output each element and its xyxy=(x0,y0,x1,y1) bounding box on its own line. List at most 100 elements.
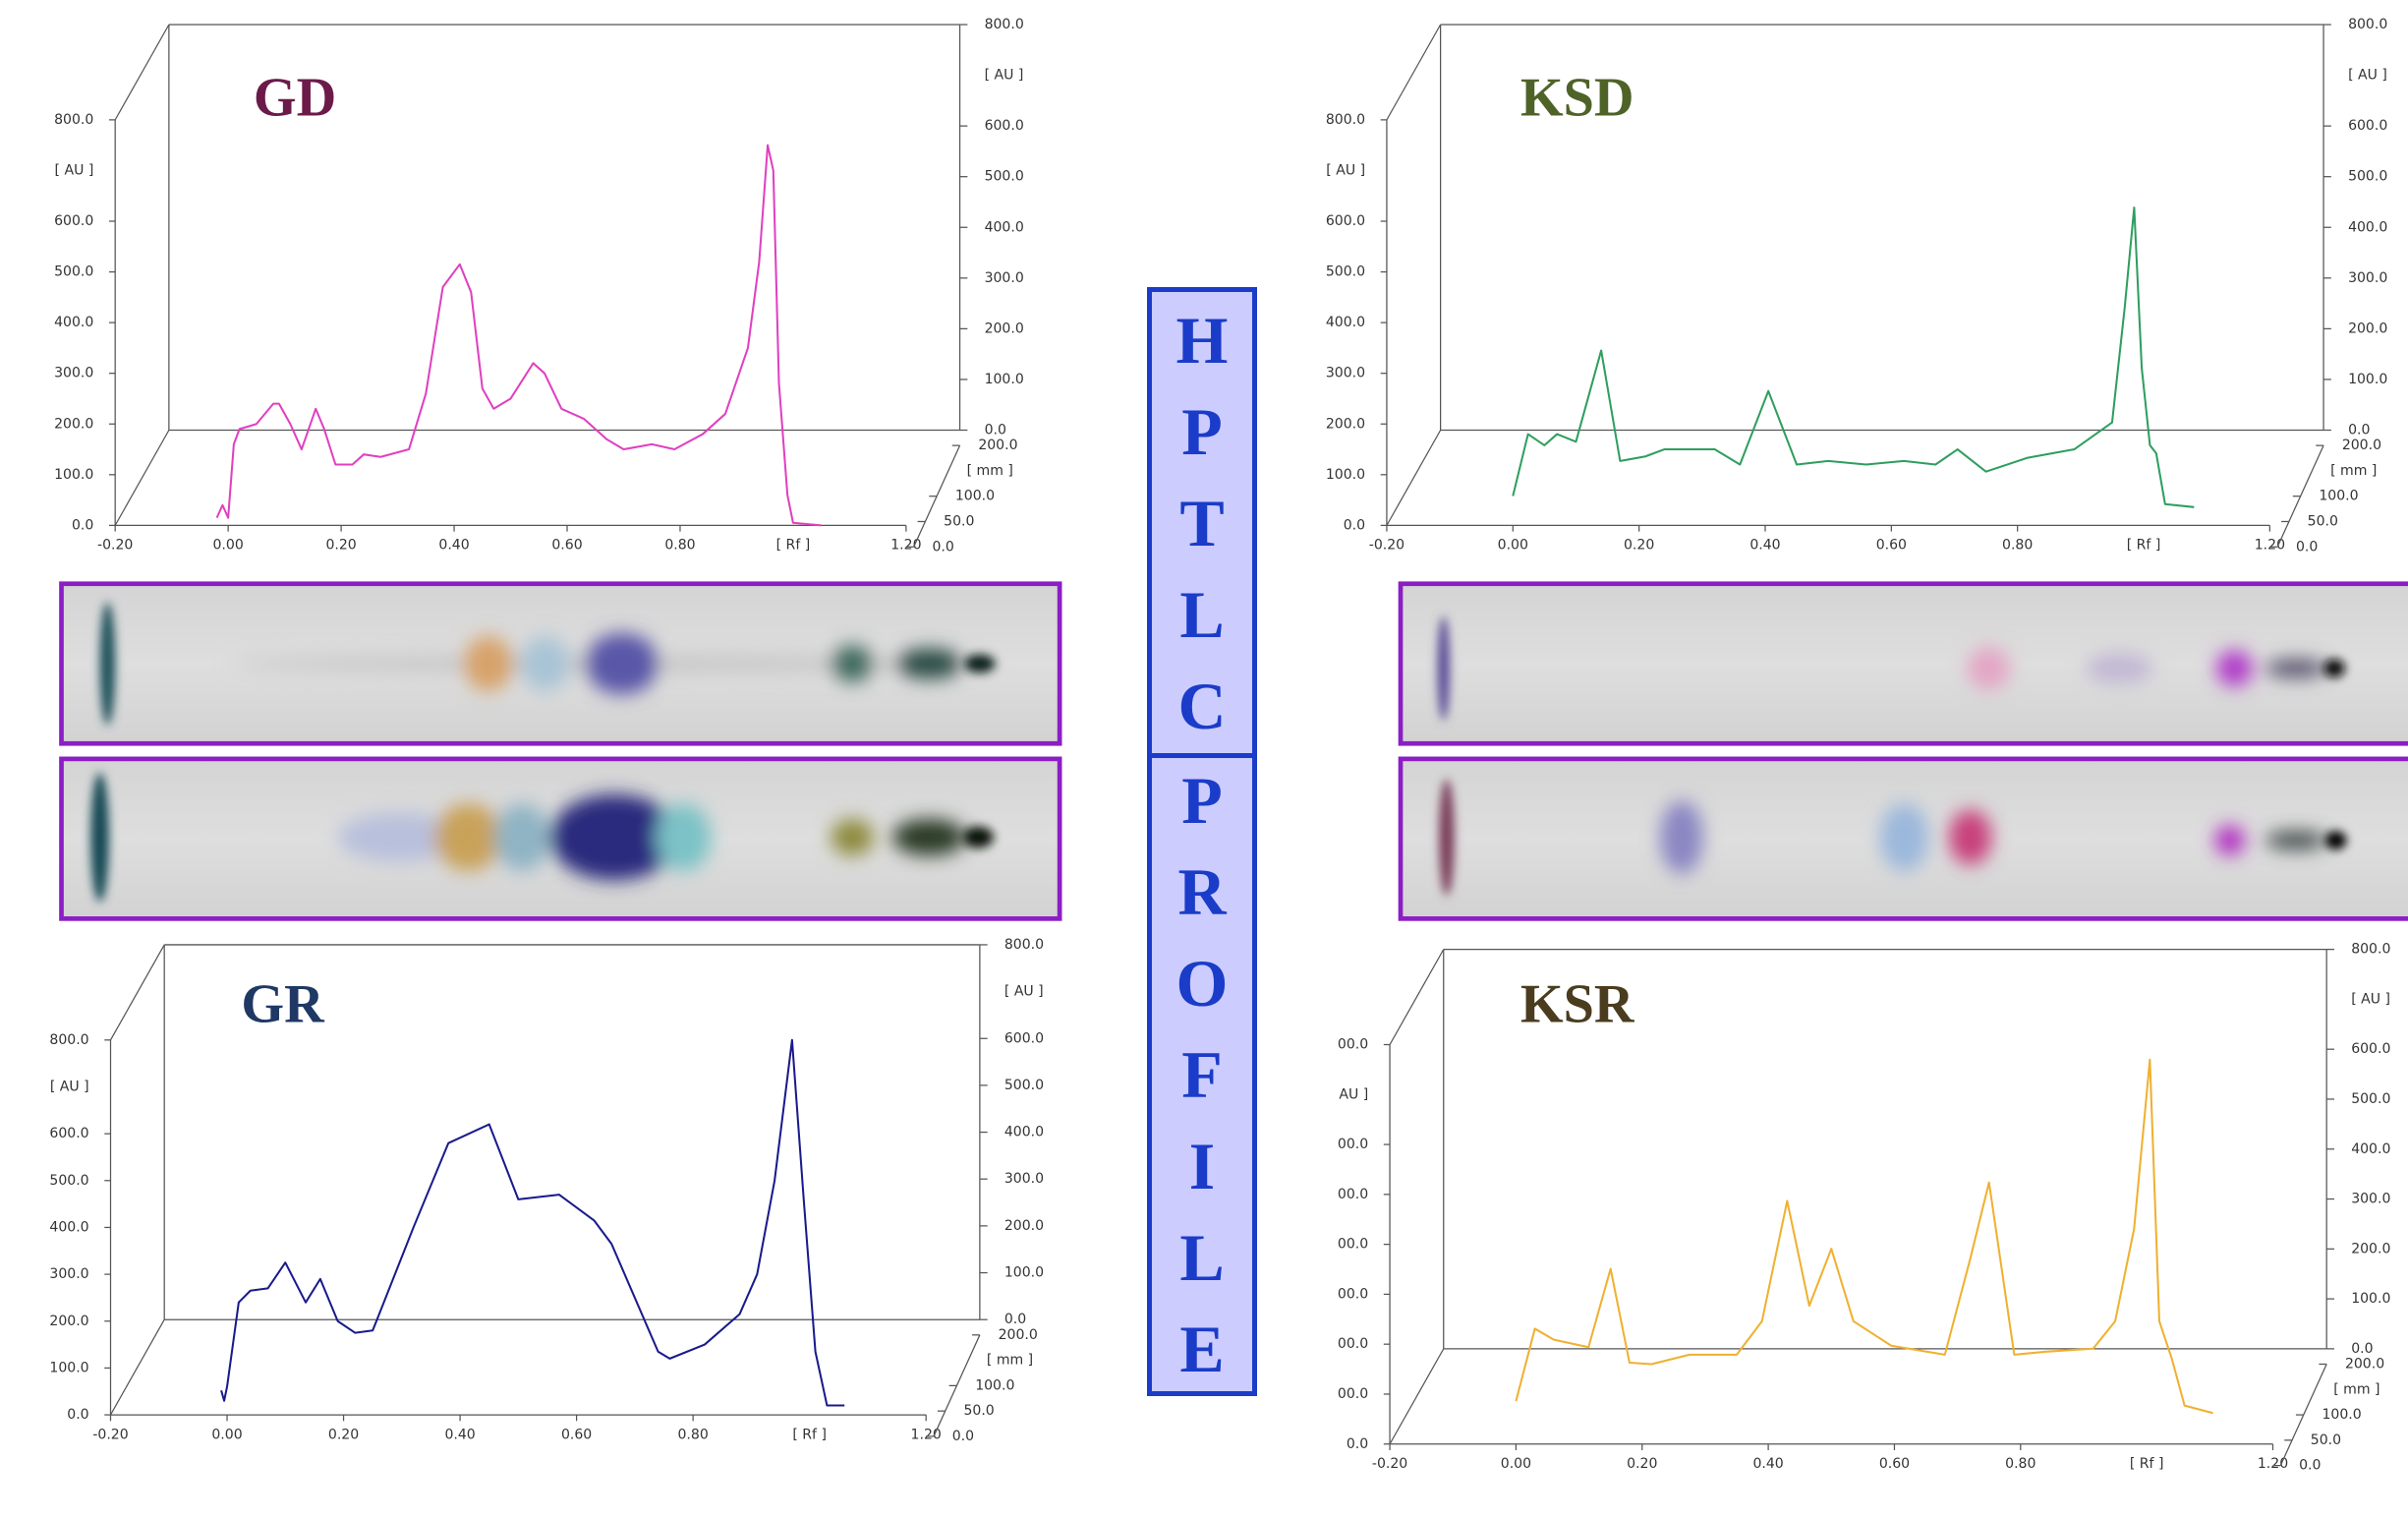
y-tick-label: 0.0 xyxy=(1347,1436,1368,1452)
center-box: PROFILE xyxy=(1147,753,1257,1396)
x-tick-label: -0.20 xyxy=(92,1427,128,1442)
z-tick-label: 50.0 xyxy=(963,1403,994,1419)
x-tick-label: 0.20 xyxy=(1624,538,1654,554)
y-tick-label: 800.0 xyxy=(49,1032,88,1048)
axis-line xyxy=(1386,24,1442,121)
z-tick-label: 100.0 xyxy=(2319,489,2358,504)
y-tick-label: 200.0 xyxy=(54,416,93,432)
y-tick-label: 600.0 xyxy=(1326,213,1365,229)
chart-title: KSD xyxy=(1520,68,1634,129)
y-tick-label: 00.0 xyxy=(1338,1286,1368,1302)
y-tick-label: 500.0 xyxy=(1326,264,1365,280)
x-tick-label: 0.20 xyxy=(1627,1456,1657,1472)
y2-axis-label: [ AU ] xyxy=(1004,984,1044,1000)
y-tick-label: 400.0 xyxy=(54,315,93,330)
y-tick-label: 500.0 xyxy=(54,264,93,280)
y-tick-label: 500.0 xyxy=(49,1173,88,1189)
z-tick-label: 0.0 xyxy=(2299,1458,2321,1474)
y2-tick-label: 100.0 xyxy=(985,372,1024,387)
x-tick-label: 0.40 xyxy=(1752,1456,1783,1472)
axis-line xyxy=(114,24,170,121)
x-tick-label: 0.80 xyxy=(2005,1456,2035,1472)
tlc-plate xyxy=(1398,581,2408,746)
z-axis-label: [ mm ] xyxy=(987,1353,1033,1369)
z-axis-label: [ mm ] xyxy=(2333,1381,2379,1397)
y-tick-label: 600.0 xyxy=(54,213,93,229)
x-tick-label: 0.60 xyxy=(561,1427,592,1442)
x-tick-label: 1.20 xyxy=(911,1427,942,1442)
z-tick-label: 200.0 xyxy=(978,438,1017,453)
y-tick-label: 00.0 xyxy=(1338,1237,1368,1253)
center-label: HPTLC xyxy=(1175,303,1229,743)
y2-tick-label: 800.0 xyxy=(2348,17,2387,32)
y2-tick-label: 600.0 xyxy=(2351,1041,2390,1057)
chromatogram-line xyxy=(215,144,822,527)
y-tick-label: 300.0 xyxy=(1326,366,1365,381)
z-tick-label: 0.0 xyxy=(932,539,953,555)
x-tick-label: -0.20 xyxy=(1369,538,1405,554)
y2-tick-label: 300.0 xyxy=(2348,270,2387,286)
x-tick-label: 0.00 xyxy=(213,538,244,554)
y-tick-label: 200.0 xyxy=(1326,416,1365,432)
z-axis-label: [ mm ] xyxy=(2330,463,2377,479)
chart-title: GR xyxy=(241,973,325,1034)
center-box: HPTLC xyxy=(1147,287,1257,760)
z-axis-label: [ mm ] xyxy=(967,463,1013,479)
y2-axis-label: [ AU ] xyxy=(2348,68,2387,84)
axis-line xyxy=(1389,1348,1445,1445)
y-tick-label: 400.0 xyxy=(1326,315,1365,330)
y-tick-label: 00.0 xyxy=(1338,1336,1368,1352)
z-tick-label: 50.0 xyxy=(2311,1432,2341,1448)
x-tick-label: 1.20 xyxy=(2255,538,2285,554)
x-tick-label: 0.20 xyxy=(328,1427,359,1442)
y2-tick-label: 800.0 xyxy=(985,17,1024,32)
z-tick-label: 100.0 xyxy=(975,1377,1014,1393)
y2-tick-label: 100.0 xyxy=(2351,1291,2390,1307)
chart-title: KSR xyxy=(1520,973,1635,1034)
z-tick-label: 0.0 xyxy=(952,1429,974,1444)
x-tick-label: 0.40 xyxy=(438,538,469,554)
x-tick-label: 0.60 xyxy=(1876,538,1907,554)
x-tick-label: 0.80 xyxy=(2002,538,2033,554)
y-axis-label: [ AU ] xyxy=(50,1079,89,1094)
y-tick-label: 00.0 xyxy=(1338,1037,1368,1053)
y-tick-label: 100.0 xyxy=(1326,467,1365,483)
x-tick-label: 1.20 xyxy=(2258,1456,2288,1472)
y2-tick-label: 300.0 xyxy=(1004,1171,1044,1187)
chart-title: GD xyxy=(254,68,336,129)
y-tick-label: 300.0 xyxy=(54,366,93,381)
y2-tick-label: 500.0 xyxy=(2348,169,2387,185)
z-tick-label: 0.0 xyxy=(2296,539,2318,555)
y2-tick-label: 0.0 xyxy=(2351,1341,2373,1357)
x-axis-label: [ Rf ] xyxy=(2127,538,2161,554)
z-tick-label: 50.0 xyxy=(2308,513,2338,529)
y2-tick-label: 200.0 xyxy=(2351,1241,2390,1256)
z-tick-label: 200.0 xyxy=(999,1327,1038,1343)
y2-tick-label: 400.0 xyxy=(2348,219,2387,235)
x-tick-label: 0.60 xyxy=(551,538,582,554)
x-axis-label: [ Rf ] xyxy=(776,538,811,554)
y-axis-label: [ AU ] xyxy=(55,162,94,178)
axis-line xyxy=(109,1318,165,1416)
y-tick-label: 800.0 xyxy=(1326,112,1365,128)
x-tick-label: 0.60 xyxy=(1879,1456,1910,1472)
y2-tick-label: 300.0 xyxy=(2351,1192,2390,1207)
z-tick-label: 200.0 xyxy=(2342,438,2381,453)
axis-line xyxy=(1389,949,1445,1045)
y2-tick-label: 400.0 xyxy=(985,219,1024,235)
y-axis-label: [ AU ] xyxy=(1326,162,1365,178)
y2-tick-label: 200.0 xyxy=(2348,321,2387,336)
y2-tick-label: 400.0 xyxy=(2351,1141,2390,1157)
y-tick-label: 400.0 xyxy=(49,1219,88,1235)
chromatogram-line xyxy=(1512,206,2195,508)
y-tick-label: 0.0 xyxy=(72,517,93,533)
y2-tick-label: 200.0 xyxy=(1004,1218,1044,1234)
y2-axis-label: [ AU ] xyxy=(2351,991,2390,1007)
z-tick-label: 100.0 xyxy=(2322,1407,2362,1423)
y-tick-label: 300.0 xyxy=(49,1266,88,1282)
x-axis-label: [ Rf ] xyxy=(2130,1456,2164,1472)
chromatogram-line xyxy=(1515,1058,2213,1415)
y-tick-label: 00.0 xyxy=(1338,1187,1368,1202)
y2-tick-label: 600.0 xyxy=(985,118,1024,134)
x-tick-label: 0.00 xyxy=(1498,538,1528,554)
